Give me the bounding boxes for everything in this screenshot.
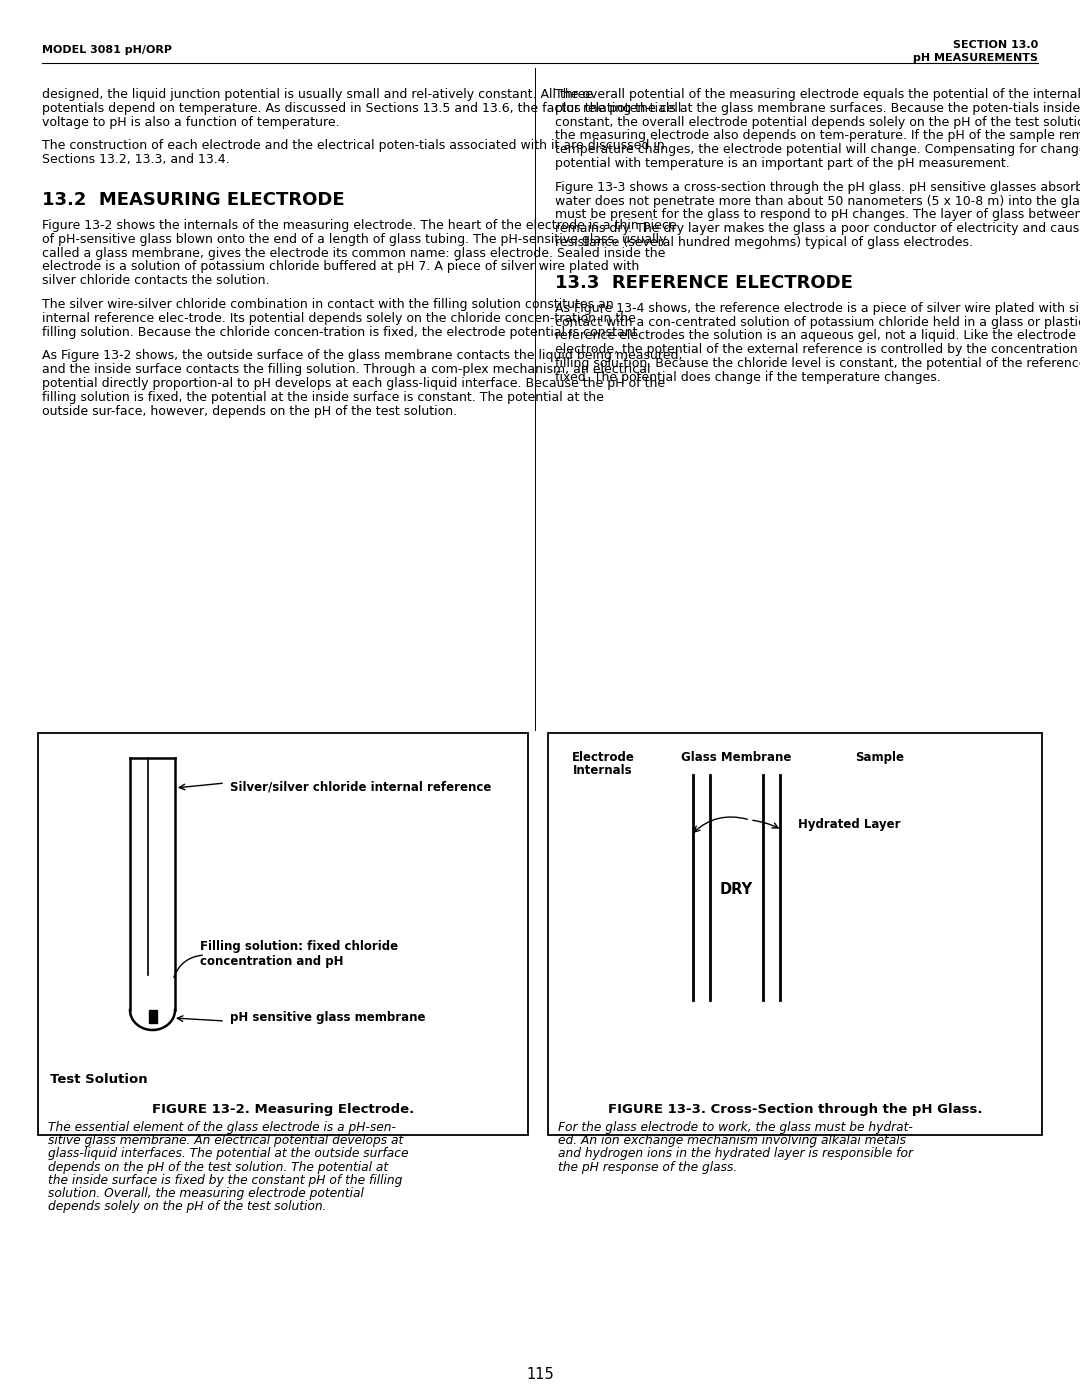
Text: SECTION 13.0: SECTION 13.0 bbox=[953, 41, 1038, 50]
Text: sitive glass membrane. An electrical potential develops at: sitive glass membrane. An electrical pot… bbox=[48, 1134, 403, 1147]
Text: and hydrogen ions in the hydrated layer is responsible for: and hydrogen ions in the hydrated layer … bbox=[558, 1147, 913, 1161]
Text: remains dry. The dry layer makes the glass a poor conductor of electricity and c: remains dry. The dry layer makes the gla… bbox=[555, 222, 1080, 235]
Text: 13.3  REFERENCE ELECTRODE: 13.3 REFERENCE ELECTRODE bbox=[555, 274, 853, 292]
Text: resistance (several hundred megohms) typical of glass electrodes.: resistance (several hundred megohms) typ… bbox=[555, 236, 973, 249]
Bar bbox=[149, 1010, 157, 1023]
Text: Sample: Sample bbox=[855, 752, 905, 764]
Text: FIGURE 13-3. Cross-Section through the pH Glass.: FIGURE 13-3. Cross-Section through the p… bbox=[608, 1104, 982, 1116]
Text: filling solution is fixed, the potential at the inside surface is constant. The : filling solution is fixed, the potential… bbox=[42, 391, 604, 404]
Text: depends on the pH of the test solution. The potential at: depends on the pH of the test solution. … bbox=[48, 1161, 388, 1173]
Text: Filling solution: fixed chloride: Filling solution: fixed chloride bbox=[200, 940, 399, 953]
Text: The essential element of the glass electrode is a pH-sen-: The essential element of the glass elect… bbox=[48, 1120, 396, 1134]
Bar bbox=[38, 733, 528, 1134]
Text: Internals: Internals bbox=[573, 764, 633, 777]
Bar bbox=[548, 733, 1042, 1134]
Text: internal reference elec-trode. Its potential depends solely on the chloride conc: internal reference elec-trode. Its poten… bbox=[42, 312, 636, 324]
Text: ed. An ion exchange mechanism involving alkalai metals: ed. An ion exchange mechanism involving … bbox=[558, 1134, 906, 1147]
Text: reference electrodes the solution is an aqueous gel, not a liquid. Like the elec: reference electrodes the solution is an … bbox=[555, 330, 1080, 342]
Text: water does not penetrate more than about 50 nanometers (5 x 10-8 m) into the gla: water does not penetrate more than about… bbox=[555, 194, 1080, 208]
Text: concentration and pH: concentration and pH bbox=[200, 956, 343, 968]
Text: Figure 13-2 shows the internals of the measuring electrode. The heart of the ele: Figure 13-2 shows the internals of the m… bbox=[42, 219, 677, 232]
Text: voltage to pH is also a function of temperature.: voltage to pH is also a function of temp… bbox=[42, 116, 339, 129]
Text: designed, the liquid junction potential is usually small and rel-atively constan: designed, the liquid junction potential … bbox=[42, 88, 593, 101]
Text: electrode is a solution of potassium chloride buffered at pH 7. A piece of silve: electrode is a solution of potassium chl… bbox=[42, 260, 639, 274]
Text: The silver wire-silver chloride combination in contact with the filling solution: The silver wire-silver chloride combinat… bbox=[42, 298, 613, 312]
Text: depends solely on the pH of the test solution.: depends solely on the pH of the test sol… bbox=[48, 1200, 326, 1213]
Text: filling solu-tion. Because the chloride level is constant, the potential of the : filling solu-tion. Because the chloride … bbox=[555, 358, 1080, 370]
Text: pH sensitive glass membrane: pH sensitive glass membrane bbox=[230, 1011, 426, 1024]
Text: plus the poten-tials at the glass membrane surfaces. Because the poten-tials ins: plus the poten-tials at the glass membra… bbox=[555, 102, 1080, 115]
Text: the pH response of the glass.: the pH response of the glass. bbox=[558, 1161, 738, 1173]
Text: Electrode: Electrode bbox=[571, 752, 634, 764]
Text: silver chloride contacts the solution.: silver chloride contacts the solution. bbox=[42, 274, 270, 288]
Text: FIGURE 13-2. Measuring Electrode.: FIGURE 13-2. Measuring Electrode. bbox=[152, 1104, 414, 1116]
Text: potential directly proportion-al to pH develops at each glass-liquid interface. : potential directly proportion-al to pH d… bbox=[42, 377, 665, 390]
Text: MODEL 3081 pH/ORP: MODEL 3081 pH/ORP bbox=[42, 45, 172, 54]
Text: electrode, the potential of the external reference is controlled by the concentr: electrode, the potential of the external… bbox=[555, 344, 1080, 356]
Text: pH MEASUREMENTS: pH MEASUREMENTS bbox=[913, 53, 1038, 63]
Text: 13.2  MEASURING ELECTRODE: 13.2 MEASURING ELECTRODE bbox=[42, 191, 345, 210]
Text: potential with temperature is an important part of the pH measurement.: potential with temperature is an importa… bbox=[555, 156, 1010, 170]
Text: As Figure 13-4 shows, the reference electrode is a piece of silver wire plated w: As Figure 13-4 shows, the reference elec… bbox=[555, 302, 1080, 314]
Text: constant, the overall electrode potential depends solely on the pH of the test s: constant, the overall electrode potentia… bbox=[555, 116, 1080, 129]
Text: must be present for the glass to respond to pH changes. The layer of glass betwe: must be present for the glass to respond… bbox=[555, 208, 1080, 221]
Text: glass-liquid interfaces. The potential at the outside surface: glass-liquid interfaces. The potential a… bbox=[48, 1147, 408, 1161]
Text: solution. Overall, the measuring electrode potential: solution. Overall, the measuring electro… bbox=[48, 1187, 364, 1200]
Text: potentials depend on temperature. As discussed in Sections 13.5 and 13.6, the fa: potentials depend on temperature. As dis… bbox=[42, 102, 681, 115]
Text: Glass Membrane: Glass Membrane bbox=[681, 752, 792, 764]
Text: Test Solution: Test Solution bbox=[50, 1073, 148, 1085]
Text: Silver/silver chloride internal reference: Silver/silver chloride internal referenc… bbox=[230, 781, 491, 793]
Text: the measuring electrode also depends on tem-perature. If the pH of the sample re: the measuring electrode also depends on … bbox=[555, 130, 1080, 142]
Text: Sections 13.2, 13.3, and 13.4.: Sections 13.2, 13.3, and 13.4. bbox=[42, 154, 230, 166]
Text: outside sur-face, however, depends on the pH of the test solution.: outside sur-face, however, depends on th… bbox=[42, 405, 457, 418]
Text: fixed. The potential does change if the temperature changes.: fixed. The potential does change if the … bbox=[555, 370, 941, 384]
Text: of pH-sensitive glass blown onto the end of a length of glass tubing. The pH-sen: of pH-sensitive glass blown onto the end… bbox=[42, 233, 666, 246]
Text: the inside surface is fixed by the constant pH of the filling: the inside surface is fixed by the const… bbox=[48, 1173, 403, 1187]
Text: and the inside surface contacts the filling solution. Through a com-plex mechani: and the inside surface contacts the fill… bbox=[42, 363, 650, 376]
Text: DRY: DRY bbox=[720, 883, 753, 897]
Text: The overall potential of the measuring electrode equals the potential of the int: The overall potential of the measuring e… bbox=[555, 88, 1080, 101]
Text: filling solution. Because the chloride concen-tration is fixed, the electrode po: filling solution. Because the chloride c… bbox=[42, 326, 642, 338]
Text: Hydrated Layer: Hydrated Layer bbox=[798, 819, 901, 831]
Text: called a glass membrane, gives the electrode its common name: glass electrode. S: called a glass membrane, gives the elect… bbox=[42, 247, 665, 260]
Text: 115: 115 bbox=[526, 1368, 554, 1382]
Text: Figure 13-3 shows a cross-section through the pH glass. pH sensitive glasses abs: Figure 13-3 shows a cross-section throug… bbox=[555, 180, 1080, 194]
Text: temperature changes, the electrode potential will change. Compensating for chang: temperature changes, the electrode poten… bbox=[555, 144, 1080, 156]
Text: The construction of each electrode and the electrical poten-tials associated wit: The construction of each electrode and t… bbox=[42, 140, 665, 152]
Text: As Figure 13-2 shows, the outside surface of the glass membrane contacts the liq: As Figure 13-2 shows, the outside surfac… bbox=[42, 349, 683, 362]
Text: contact with a con-centrated solution of potassium chloride held in a glass or p: contact with a con-centrated solution of… bbox=[555, 316, 1080, 328]
Text: For the glass electrode to work, the glass must be hydrat-: For the glass electrode to work, the gla… bbox=[558, 1120, 913, 1134]
